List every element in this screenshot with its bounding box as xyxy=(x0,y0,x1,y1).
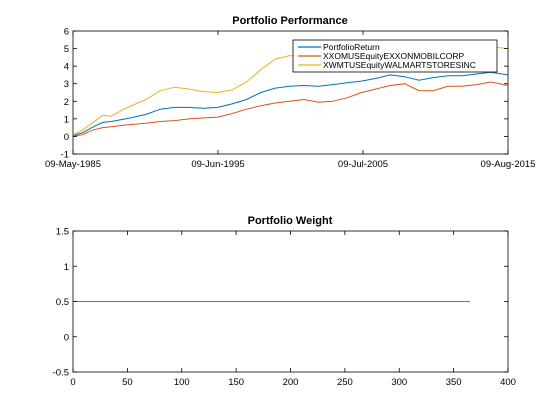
y-tick-label: 0 xyxy=(64,132,69,143)
x-tick-label: 100 xyxy=(174,377,190,388)
y-tick-label: 6 xyxy=(64,27,69,38)
x-tick-label: 200 xyxy=(283,377,299,388)
y-tick-label: 0.5 xyxy=(56,297,69,308)
y-tick-label: -1 xyxy=(61,150,69,161)
y-tick-label: 5 xyxy=(64,44,69,55)
weight-x-ticks: 0 50 100 150 200 250 300 350 400 xyxy=(70,231,516,388)
x-tick-label: 0 xyxy=(70,377,75,388)
performance-y-ticks: -1 0 1 2 3 4 5 6 xyxy=(61,27,508,161)
x-tick-label: 400 xyxy=(500,377,516,388)
y-tick-label: 1 xyxy=(64,262,69,273)
y-tick-label: 1.5 xyxy=(56,227,69,238)
y-tick-label: 3 xyxy=(64,79,69,90)
y-tick-label: 4 xyxy=(64,62,69,73)
x-tick-label: 350 xyxy=(446,377,462,388)
legend-label: XXOMUSEquityEXXONMOBILCORP xyxy=(323,51,465,61)
portfolio-performance-chart: Portfolio Performance 09-May-1985 09-Jun-… xyxy=(45,15,535,170)
y-tick-label: 2 xyxy=(64,97,69,108)
weight-y-ticks: -0.5 0 0.5 1 1.5 xyxy=(53,227,508,379)
x-tick-label: 09-Jul-2005 xyxy=(338,159,388,170)
portfolio-weight-chart: Portfolio Weight 0 50 100 150 200 250 300 350 40… xyxy=(53,215,516,388)
legend-label: XWMTUSEquityWALMARTSTORESINC xyxy=(323,60,476,70)
legend-label: PortfolioReturn xyxy=(323,42,380,52)
x-tick-label: 09-Jun-1995 xyxy=(191,159,244,170)
performance-series-line-1 xyxy=(72,71,509,137)
weight-title: Portfolio Weight xyxy=(248,215,333,227)
x-tick-label: 50 xyxy=(122,377,133,388)
x-tick-label: 09-May-1985 xyxy=(45,159,101,170)
x-tick-label: 300 xyxy=(391,377,407,388)
performance-series-line-2 xyxy=(72,81,509,137)
x-tick-label: 09-Aug-2015 xyxy=(481,159,536,170)
x-tick-label: 150 xyxy=(228,377,244,388)
y-tick-label: -0.5 xyxy=(53,368,69,379)
performance-x-ticks: 09-May-1985 09-Jun-1995 09-Jul-2005 09-Aug-… xyxy=(45,31,535,170)
y-tick-label: 1 xyxy=(64,114,69,125)
x-tick-label: 250 xyxy=(337,377,353,388)
y-tick-label: 0 xyxy=(64,332,69,343)
performance-legend: PortfolioReturnXXOMUSEquityEXXONMOBILCOR… xyxy=(292,39,498,73)
performance-title: Portfolio Performance xyxy=(232,15,348,27)
legend-box xyxy=(292,39,498,73)
